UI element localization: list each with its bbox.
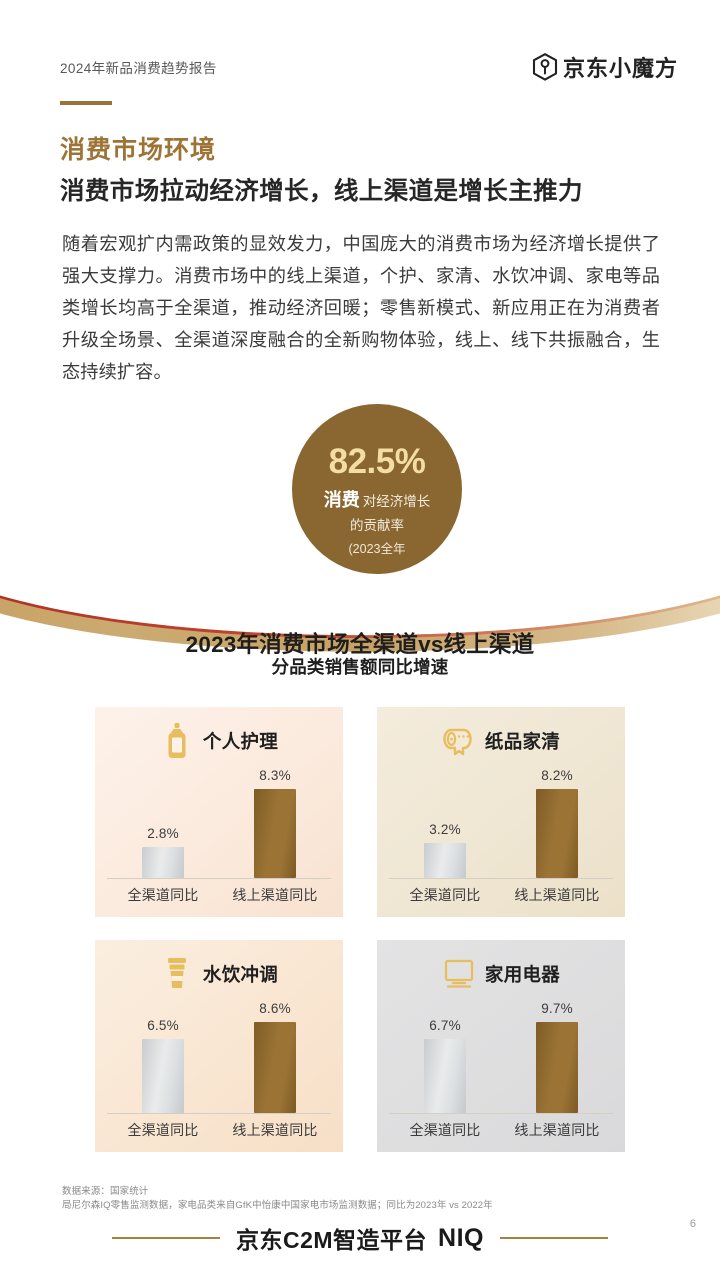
bar-value-label: 8.3%: [259, 768, 291, 783]
bar-online: [254, 1022, 296, 1113]
jd-cube-icon: [532, 53, 558, 81]
bar-group-overall: 6.5%: [107, 1001, 219, 1113]
panel-axis-labels: 全渠道同比 线上渠道同比: [389, 1120, 613, 1142]
bar-group-overall: 6.7%: [389, 1001, 501, 1113]
report-label: 2024年新品消费趋势报告: [60, 61, 217, 76]
axis-label-overall: 全渠道同比: [127, 1122, 199, 1138]
panel-plot: 3.2% 8.2%: [389, 768, 613, 879]
bar-overall: [142, 1039, 184, 1113]
axis-label-overall: 全渠道同比: [127, 887, 199, 903]
panel-plot: 6.5% 8.6%: [107, 1001, 331, 1114]
chart-panel-beverages: 水饮冲调 6.5% 8.6% 全渠道同比 线上渠道同比: [95, 940, 343, 1152]
axis-label-online: 线上渠道同比: [514, 887, 600, 903]
bar-group-online: 8.3%: [219, 768, 331, 878]
panel-category-name: 个人护理: [202, 731, 279, 752]
footer-brand-niq: NIQ: [438, 1223, 484, 1252]
panel-axis-labels: 全渠道同比 线上渠道同比: [107, 885, 331, 907]
footnote-line-2: 局尼尔森IQ零售监测数据，家电品类来自GfK中怡康中国家电市场监测数据；同比为2…: [62, 1200, 493, 1211]
axis-baseline: [107, 878, 331, 879]
stat-label-line1: 消费 对经济增长: [324, 486, 431, 512]
bar-value-label: 6.7%: [429, 1018, 461, 1034]
bar-online: [254, 789, 296, 878]
footer-brand: 京东C2M智造平台 NIQ: [236, 1221, 484, 1255]
footer-rule-right: [500, 1237, 608, 1239]
body-paragraph: 随着宏观扩内需政策的显效发力，中国庞大的消费市场为经济增长提供了强大支撑力。消费…: [62, 234, 660, 382]
panel-header: 家用电器: [377, 954, 625, 994]
stat-label-rest: 对经济增长: [362, 494, 431, 509]
bar-value-label: 9.7%: [541, 1001, 573, 1016]
bar-group-online: 8.6%: [219, 1001, 331, 1113]
stat-label-line2: 的贡献率: [350, 518, 404, 533]
bar-value-label: 6.5%: [147, 1018, 179, 1034]
panel-header: 水饮冲调: [95, 954, 343, 994]
bar-value-label: 2.8%: [147, 826, 179, 842]
stat-circle: 82.5% 消费 对经济增长 的贡献率 (2023全年: [292, 404, 462, 574]
toilet-paper-roll-icon: [443, 728, 472, 756]
axis-baseline: [389, 878, 613, 879]
footer-brand-cn: 京东C2M智造平台: [235, 1227, 428, 1253]
data-source-footnote: 数据来源：国家统计 局尼尔森IQ零售监测数据，家电品类来自GfK中怡康中国家电市…: [62, 1185, 662, 1213]
axis-baseline: [107, 1113, 331, 1114]
panel-header: 个人护理: [95, 721, 343, 761]
coffee-cup-icon: [167, 958, 186, 988]
stat-label-line3: (2023全年: [348, 542, 406, 556]
bar-group-overall: 2.8%: [107, 768, 219, 878]
bar-overall: [424, 842, 466, 878]
chart-panel-paper-household: 纸品家清 3.2% 8.2% 全渠道同比 线上渠道同比: [377, 707, 625, 917]
panel-axis-labels: 全渠道同比 线上渠道同比: [107, 1120, 331, 1142]
page-number: 6: [689, 1218, 696, 1230]
category-chart-grid: 个人护理 2.8% 8.3% 全渠道同比 线上渠道同比: [95, 707, 625, 1152]
axis-label-overall: 全渠道同比: [409, 1122, 481, 1138]
page-footer: 京东C2M智造平台 NIQ: [0, 1215, 720, 1261]
axis-label-online: 线上渠道同比: [514, 1122, 600, 1138]
chart-panel-personal-care: 个人护理 2.8% 8.3% 全渠道同比 线上渠道同比: [95, 707, 343, 917]
chart-subtitle: 分品类销售额同比增速: [271, 657, 449, 677]
brand-name: 京东小魔方: [562, 56, 678, 81]
footnote-line-1: 数据来源：国家统计: [62, 1186, 149, 1197]
axis-label-overall: 全渠道同比: [409, 887, 481, 903]
axis-label-online: 线上渠道同比: [232, 887, 318, 903]
bar-overall: [142, 847, 184, 878]
page-title: 消费市场拉动经济增长，线上渠道是增长主推力: [60, 178, 583, 205]
panel-axis-labels: 全渠道同比 线上渠道同比: [389, 885, 613, 907]
panel-category-name: 水饮冲调: [202, 964, 279, 985]
bar-group-overall: 3.2%: [389, 768, 501, 878]
brand-logo: 京东小魔方: [532, 51, 678, 83]
page-header: 2024年新品消费趋势报告 京东小魔方: [60, 52, 678, 82]
chart-panel-home-appliances: 家用电器 6.7% 9.7% 全渠道同比 线上渠道同比: [377, 940, 625, 1152]
footer-rule-left: [111, 1237, 220, 1239]
gold-rule-divider: [60, 101, 112, 105]
stat-badge: 82.5% 消费 对经济增长 的贡献率 (2023全年: [292, 404, 462, 574]
axis-label-online: 线上渠道同比: [232, 1122, 318, 1138]
bar-group-online: 8.2%: [501, 768, 613, 878]
bar-online: [536, 1022, 578, 1113]
panel-category-name: 家用电器: [484, 964, 561, 985]
lotion-bottle-icon: [168, 723, 186, 758]
panel-plot: 6.7% 9.7%: [389, 1001, 613, 1114]
panel-header: 纸品家清: [377, 721, 625, 761]
decorative-swoosh: [0, 595, 720, 652]
axis-baseline: [389, 1113, 613, 1114]
bar-online: [536, 789, 578, 878]
panel-category-name: 纸品家清: [484, 731, 561, 752]
stat-label-strong: 消费: [323, 490, 360, 510]
stat-percent: 82.5%: [328, 442, 426, 481]
television-icon: [444, 959, 474, 988]
panel-plot: 2.8% 8.3%: [107, 768, 331, 879]
bar-value-label: 8.2%: [541, 768, 573, 783]
section-kicker: 消费市场环境: [60, 136, 217, 164]
bar-overall: [424, 1039, 466, 1113]
bar-value-label: 8.6%: [259, 1001, 291, 1016]
bar-value-label: 3.2%: [429, 821, 461, 837]
bar-group-online: 9.7%: [501, 1001, 613, 1113]
chart-title: 2023年消费市场全渠道vs线上渠道: [185, 632, 535, 657]
